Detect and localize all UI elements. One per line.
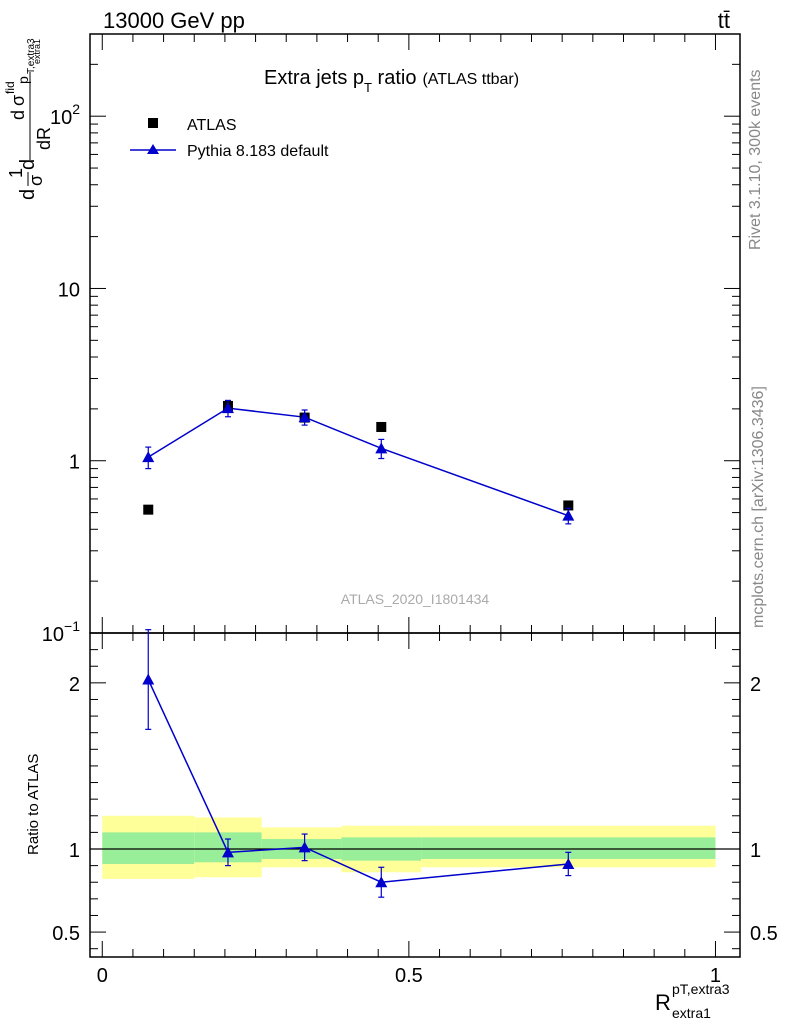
mcplots-label: mcplots.cern.ch [arXiv:1306.3436] bbox=[750, 386, 767, 628]
main-series bbox=[142, 399, 575, 525]
ratio-point bbox=[375, 876, 388, 888]
ylabel-dR-sub: extra1 bbox=[32, 39, 42, 64]
xtick-label-1: 0.5 bbox=[395, 965, 423, 987]
legend: ATLAS Pythia 8.183 default bbox=[130, 117, 329, 160]
main-ytick-label-1: 1 bbox=[69, 452, 80, 474]
rivet-label: Rivet 3.1.10, 300k events bbox=[747, 69, 764, 250]
main-ytick-label-base: 10 bbox=[58, 279, 80, 301]
main-ytick-label-base: 10 bbox=[50, 107, 72, 129]
main-ytick-label-exp: 2 bbox=[72, 101, 80, 117]
title-main: Extra jets p bbox=[264, 67, 364, 89]
xtick-label-2: 1 bbox=[710, 965, 721, 987]
xlabel-sup: pT,extra3 bbox=[672, 981, 730, 997]
y-axis-label-main: d 1 σ d d σ fid p T,extra3 dR extra1 bbox=[3, 38, 54, 200]
header-right-label: tt̄ bbox=[718, 8, 730, 33]
y-axis-label-ratio: Ratio to ATLAS bbox=[25, 754, 42, 855]
main-ytick-label-base: 1 bbox=[69, 452, 80, 474]
ylabel-d1: d bbox=[17, 189, 39, 200]
ratio-panel-frame bbox=[89, 632, 741, 958]
main-ytick-label-base: 10 bbox=[42, 624, 64, 646]
ratio-y-ticks: 0.5 0.5 1 1 2 2 bbox=[52, 649, 778, 950]
chart-title: Extra jets pT ratio (ATLAS ttbar) bbox=[264, 67, 519, 95]
ratio-point bbox=[298, 841, 311, 853]
ratio-ytick-label-left-2: 2 bbox=[69, 674, 80, 696]
ylabel-dR: dR bbox=[34, 127, 54, 150]
ratio-ytick-label-left-1: 1 bbox=[69, 840, 80, 862]
header-left-label: 13000 GeV pp bbox=[103, 8, 245, 33]
pythia-point bbox=[562, 509, 575, 521]
atlas-point bbox=[376, 421, 387, 432]
x-axis-label: R pT,extra3 extra1 bbox=[655, 981, 730, 1021]
legend-marker-pythia bbox=[147, 144, 159, 154]
ratio-band-inner-4 bbox=[421, 837, 716, 859]
pythia-point bbox=[221, 402, 234, 414]
main-ytick-label-0: 10−1 bbox=[42, 618, 80, 646]
pythia-point bbox=[142, 451, 155, 463]
ylabel-d2: d bbox=[17, 159, 39, 170]
ratio-ytick-label-right-1: 1 bbox=[750, 840, 761, 862]
ylabel-p: p bbox=[15, 76, 31, 84]
xtick-label-0: 0 bbox=[97, 965, 108, 987]
ylabel-sigma: σ bbox=[8, 95, 28, 106]
main-ytick-label-3: 102 bbox=[50, 101, 80, 129]
ylabel-frac-den: σ bbox=[26, 175, 46, 186]
ratio-point bbox=[562, 857, 575, 869]
ratio-ytick-label-right-2: 2 bbox=[750, 674, 761, 696]
legend-label-atlas: ATLAS bbox=[187, 117, 237, 134]
ratio-ytick-label-left-0: 0.5 bbox=[52, 923, 80, 945]
pythia-line bbox=[147, 407, 569, 517]
xlabel-main: R bbox=[655, 990, 671, 1015]
pythia-point bbox=[375, 442, 388, 454]
ratio-point bbox=[221, 846, 234, 858]
x-ticks: 0 0.5 1 bbox=[97, 34, 721, 987]
ratio-ytick-label-right-0: 0.5 bbox=[750, 923, 778, 945]
atlas-point bbox=[563, 500, 574, 511]
legend-label-pythia: Pythia 8.183 default bbox=[187, 143, 329, 160]
main-ytick-label-exp: −1 bbox=[64, 618, 80, 634]
watermark: ATLAS_2020_I1801434 bbox=[341, 591, 490, 607]
ylabel-frac-num: 1 bbox=[6, 168, 26, 178]
ratio-point bbox=[142, 673, 155, 685]
main-ytick-label-2: 10 bbox=[58, 279, 80, 301]
title-rest: ratio bbox=[372, 67, 416, 89]
title-note: (ATLAS ttbar) bbox=[422, 71, 519, 88]
title-subscript: T bbox=[364, 80, 372, 95]
pythia-point bbox=[298, 411, 311, 423]
ylabel-sigma-sup: fid bbox=[3, 81, 17, 94]
ylabel-main-text: d bbox=[17, 189, 39, 200]
xlabel-sub: extra1 bbox=[672, 1005, 711, 1021]
atlas-point bbox=[143, 504, 154, 515]
ratio-band-inner-0 bbox=[102, 832, 195, 864]
ylabel-p-sub: T,extra3 bbox=[26, 38, 37, 74]
ylabel-d3: d bbox=[8, 110, 28, 120]
ratio-series bbox=[142, 629, 575, 898]
legend-marker-atlas bbox=[148, 118, 158, 128]
ratio-bands bbox=[90, 815, 740, 879]
